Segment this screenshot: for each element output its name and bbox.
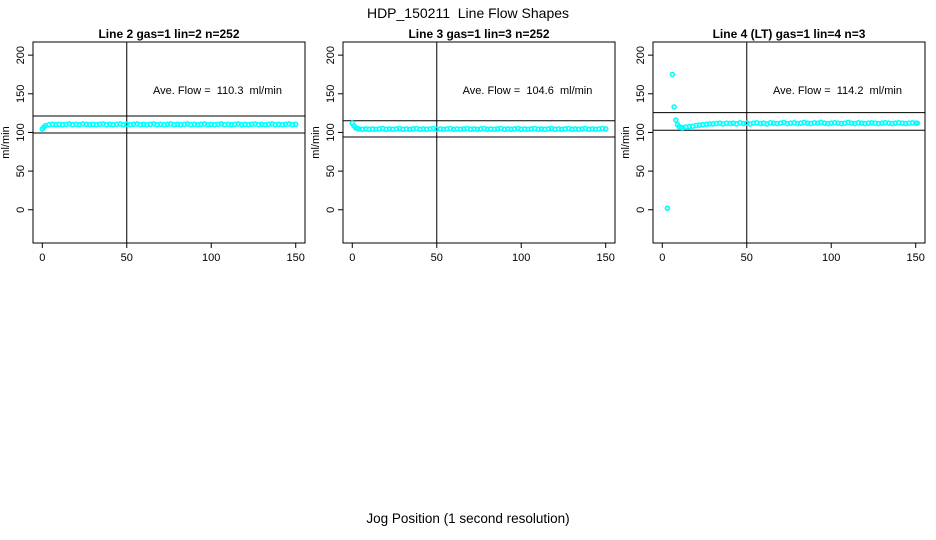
data-point	[664, 205, 671, 212]
y-tick-label: 50	[635, 165, 647, 177]
subplot-title: Line 3 gas=1 lin=3 n=252	[408, 27, 550, 41]
y-axis-label: ml/min	[310, 126, 322, 158]
subplot-title: Line 2 gas=1 lin=2 n=252	[98, 27, 240, 41]
page-title: HDP_150211 Line Flow Shapes	[366, 5, 570, 21]
y-tick-label: 200	[15, 46, 27, 64]
plot-box	[342, 41, 616, 244]
data-point	[292, 121, 299, 128]
y-tick-label: 0	[15, 207, 27, 213]
y-tick-label: 100	[325, 123, 337, 141]
y-tick-label: 200	[325, 46, 337, 64]
ave-flow-annotation: Ave. Flow = 110.3 ml/min	[153, 85, 282, 97]
subplot-line-3: Line 3 gas=1 lin=3 n=252 0 50 100 150 0 50 100…	[310, 20, 622, 280]
x-tick-label: 0	[39, 252, 45, 264]
y-tick-label: 200	[635, 46, 647, 64]
ave-flow-annotation: Ave. Flow = 114.2 ml/min	[773, 85, 902, 97]
ave-flow-annotation: Ave. Flow = 104.6 ml/min	[462, 85, 593, 97]
y-axis-label: ml/min	[0, 126, 12, 158]
y-tick-label: 150	[15, 85, 27, 103]
x-tick-label: 100	[512, 252, 530, 264]
x-tick-label: 150	[597, 252, 615, 264]
y-tick-label: 50	[325, 165, 337, 177]
y-tick-label: 100	[15, 123, 27, 141]
x-tick-label: 50	[431, 252, 443, 264]
x-tick-label: 100	[822, 252, 840, 264]
data-point	[671, 104, 677, 110]
plot-box	[652, 41, 926, 244]
y-tick-label: 100	[635, 123, 647, 141]
x-tick-label: 0	[349, 252, 355, 264]
data-point	[914, 120, 921, 126]
x-tick-label: 150	[287, 252, 305, 264]
data-point	[673, 117, 679, 123]
x-tick-label: 0	[659, 252, 665, 264]
y-tick-label: 150	[325, 85, 337, 103]
plot-area-line-3: 0 50 100 150 0 50 100 150 200 ml/min	[310, 41, 616, 264]
data-point	[602, 126, 609, 132]
subplot-title: Line 4 (LT) gas=1 lin=4 n=3	[712, 27, 866, 41]
y-tick-label: 150	[635, 85, 647, 103]
x-tick-label: 150	[907, 252, 925, 264]
y-tick-label: 50	[15, 165, 27, 177]
y-tick-label: 0	[325, 207, 337, 213]
x-tick-label: 50	[741, 252, 753, 264]
y-axis-label: ml/min	[620, 126, 632, 158]
y-tick-label: 0	[635, 207, 647, 213]
x-axis-label: Jog Position (1 second resolution)	[366, 511, 570, 526]
plot-area-line-4-lt: 0 50 100 150 0 50 100 150 200 ml/min	[620, 41, 926, 264]
x-tick-label: 50	[121, 252, 133, 264]
subplot-line-2: Line 2 gas=1 lin=2 n=252 0 50 100 150 0 50 100…	[0, 20, 312, 280]
x-tick-label: 100	[202, 252, 220, 264]
plot-box	[32, 41, 306, 244]
plot-area-line-2: 0 50 100 150 0 50 100 150 200 ml/min	[0, 41, 306, 264]
data-point	[669, 71, 676, 78]
subplot-line-4-lt: Line 4 (LT) gas=1 lin=4 n=3 0 50 100 150 0 50…	[620, 20, 932, 280]
